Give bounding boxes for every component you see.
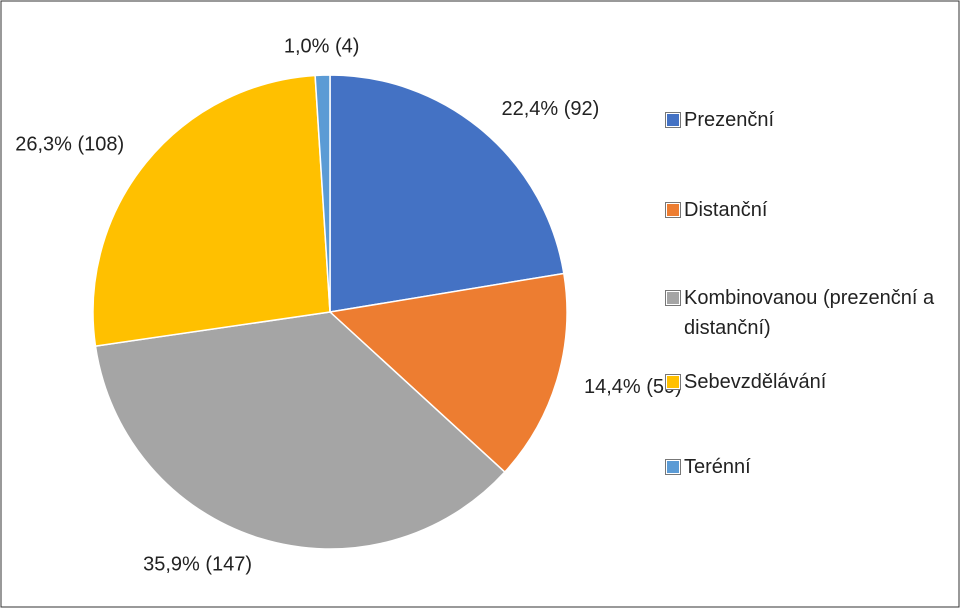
- data-label: 26,3% (108): [15, 133, 124, 155]
- legend-item: Terénní: [665, 452, 956, 482]
- legend-item: Sebevzdělávání: [665, 367, 956, 397]
- legend-label: Prezenční: [684, 109, 775, 131]
- legend-label: Sebevzdělávání: [684, 371, 827, 393]
- data-label: 35,9% (147): [143, 554, 252, 576]
- legend-label: Terénní: [684, 456, 751, 478]
- pie-slice: [94, 311, 506, 550]
- legend-swatch: [665, 374, 681, 390]
- legend-swatch: [665, 290, 681, 306]
- legend-swatch: [665, 202, 681, 218]
- legend-item: Distanční: [665, 195, 956, 225]
- pie-slice: [328, 272, 568, 474]
- data-label: 14,4% (59): [584, 376, 682, 398]
- legend-label: Distanční: [684, 199, 768, 221]
- legend-item: Kombinovanou (prezenční a distanční): [665, 283, 956, 343]
- pie-slice: [314, 74, 331, 313]
- legend-item: Prezenční: [665, 105, 956, 135]
- legend-label: Kombinovanou (prezenční a distanční): [684, 287, 935, 339]
- pie-slice: [329, 74, 565, 313]
- data-label: 1,0% (4): [284, 35, 360, 57]
- legend-swatch: [665, 112, 681, 128]
- data-label: 22,4% (92): [501, 98, 599, 120]
- legend-swatch: [665, 459, 681, 475]
- pie-slice: [92, 74, 331, 347]
